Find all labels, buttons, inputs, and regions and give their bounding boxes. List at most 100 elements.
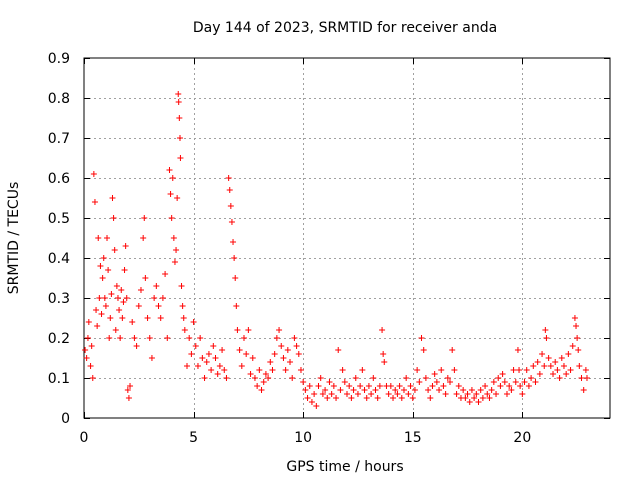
y-axis-label: SRMTID / TECUs (6, 182, 22, 295)
data-point (414, 367, 421, 373)
data-point (243, 351, 250, 357)
data-point (233, 303, 240, 309)
data-point (370, 375, 377, 381)
data-point (238, 363, 245, 369)
data-point (297, 367, 304, 373)
data-point (175, 91, 182, 97)
data-point (201, 375, 208, 381)
data-point (539, 351, 546, 357)
y-tick-label: 0.5 (48, 211, 70, 227)
data-point (528, 375, 535, 381)
data-point (368, 391, 375, 397)
data-point (576, 363, 583, 369)
data-point (84, 335, 91, 341)
data-series-srmtid (82, 91, 590, 409)
data-point (344, 391, 350, 397)
data-point (517, 383, 524, 389)
data-point (109, 195, 116, 201)
data-point (94, 323, 101, 329)
data-point (133, 343, 140, 349)
data-point (153, 283, 160, 289)
data-point (387, 383, 394, 389)
chart-title: Day 144 of 2023, SRMTID for receiver and… (193, 20, 497, 36)
data-point (398, 395, 405, 401)
data-point (127, 383, 134, 389)
data-point (392, 387, 399, 393)
data-point (335, 347, 342, 353)
data-point (394, 391, 401, 397)
data-point (101, 295, 108, 301)
data-point (267, 359, 274, 365)
data-point (114, 295, 121, 301)
data-point (190, 319, 197, 325)
data-point (488, 387, 495, 393)
data-point (236, 347, 243, 353)
data-point (174, 195, 181, 201)
data-point (431, 371, 438, 377)
data-point (91, 199, 98, 205)
x-tick-label: 20 (513, 430, 531, 446)
data-point (573, 323, 580, 329)
data-point (486, 395, 493, 401)
data-point (449, 347, 456, 353)
data-point (361, 387, 368, 393)
data-point (83, 355, 90, 361)
data-point (346, 383, 353, 389)
data-point (574, 335, 581, 341)
data-point (319, 391, 326, 397)
data-point (534, 359, 541, 365)
data-point (425, 387, 432, 393)
data-point (142, 275, 149, 281)
data-point (97, 263, 104, 269)
data-point (254, 383, 261, 389)
y-tick-label: 0.2 (48, 331, 70, 347)
data-point (176, 115, 183, 121)
data-point (567, 367, 574, 373)
data-point (554, 367, 561, 373)
data-point (490, 379, 497, 385)
data-point (228, 219, 235, 225)
data-point (179, 303, 186, 309)
data-point (322, 387, 329, 393)
data-point (545, 355, 552, 361)
data-point (427, 395, 434, 401)
data-point (131, 335, 138, 341)
data-point (385, 391, 392, 397)
x-tick-label: 15 (404, 430, 422, 446)
data-point (278, 343, 285, 349)
data-point (363, 395, 370, 401)
data-point (178, 283, 185, 289)
data-point (284, 347, 291, 353)
data-point (104, 235, 111, 241)
data-point (171, 259, 178, 265)
data-point (326, 379, 333, 385)
data-point (232, 275, 239, 281)
data-point (372, 387, 379, 393)
data-point (497, 383, 504, 389)
data-point (117, 335, 124, 341)
data-point (110, 215, 117, 221)
data-point (208, 367, 215, 373)
data-point (400, 387, 407, 393)
data-point (271, 351, 278, 357)
data-point (493, 391, 500, 397)
data-point (280, 355, 287, 361)
data-point (464, 391, 471, 397)
y-tick-label: 0.1 (48, 371, 70, 387)
data-point (433, 379, 440, 385)
data-point (501, 379, 508, 385)
data-point (141, 215, 148, 221)
data-point (221, 367, 228, 373)
data-point (170, 235, 177, 241)
data-point (475, 399, 482, 405)
data-point (580, 387, 587, 393)
data-point (462, 395, 469, 401)
data-point (231, 255, 238, 261)
data-point (341, 379, 348, 385)
data-point (88, 343, 95, 349)
data-point (324, 395, 331, 401)
data-point (578, 375, 585, 381)
grid-lines (84, 58, 610, 418)
data-point (225, 175, 232, 181)
data-point (506, 383, 513, 389)
